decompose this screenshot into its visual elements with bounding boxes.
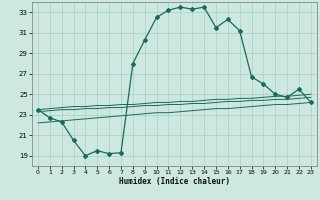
X-axis label: Humidex (Indice chaleur): Humidex (Indice chaleur) [119,177,230,186]
